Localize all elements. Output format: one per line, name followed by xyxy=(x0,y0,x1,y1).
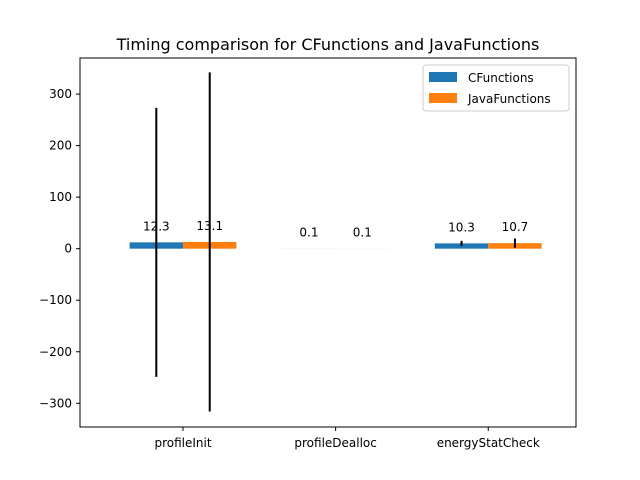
y-tick-label: 100 xyxy=(49,190,72,204)
y-tick-label: 300 xyxy=(49,87,72,101)
y-tick-label: 0 xyxy=(64,242,72,256)
legend: CFunctions JavaFunctions xyxy=(422,64,570,112)
bar-CFunctions-energyStatCheck xyxy=(434,243,489,249)
data-label-CFunctions-profileInit: 12.3 xyxy=(143,219,170,233)
legend-label-CFunctions: CFunctions xyxy=(468,71,534,85)
chart-title: Timing comparison for CFunctions and Jav… xyxy=(116,35,540,54)
y-tick-label: −300 xyxy=(39,396,72,410)
axes-layer: −300 −200 −100 0 100 200 300 profileInit profile… xyxy=(39,57,577,450)
y-tick-label: −200 xyxy=(39,345,72,359)
data-label-JavaFunctions-energyStatCheck: 10.7 xyxy=(502,220,529,234)
legend-label-JavaFunctions: JavaFunctions xyxy=(467,92,551,106)
errorbars-layer xyxy=(155,72,516,412)
legend-swatch-JavaFunctions xyxy=(429,93,457,103)
x-tick-label-profileInit: profileInit xyxy=(154,436,211,450)
axes-frame xyxy=(79,57,577,428)
legend-swatch-CFunctions xyxy=(429,72,457,82)
x-tick-label-profileDealloc: profileDealloc xyxy=(294,436,377,450)
data-label-CFunctions-energyStatCheck: 10.3 xyxy=(448,220,475,234)
data-label-CFunctions-profileDealloc: 0.1 xyxy=(299,226,318,240)
x-tick-label-energyStatCheck: energyStatCheck xyxy=(437,436,540,450)
y-tick-label: −100 xyxy=(39,293,72,307)
y-tick-label: 200 xyxy=(49,139,72,153)
data-label-JavaFunctions-profileDealloc: 0.1 xyxy=(353,226,372,240)
data-label-JavaFunctions-profileInit: 13.1 xyxy=(196,219,223,233)
legend-box xyxy=(422,64,570,112)
data-labels-layer: 12.3 0.1 10.3 13.1 0.1 10.7 xyxy=(143,219,528,240)
